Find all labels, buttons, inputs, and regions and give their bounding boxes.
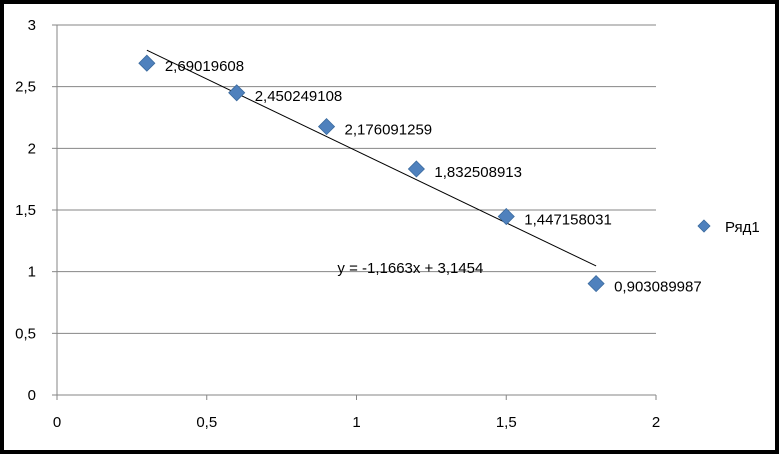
y-tick-label: 1,5 [15, 202, 36, 219]
data-points [138, 54, 605, 293]
x-tick-label: 0 [53, 414, 61, 431]
x-tick-label: 1,5 [496, 414, 517, 431]
gridlines [57, 24, 656, 334]
data-point [587, 275, 605, 293]
chart-area [4, 4, 775, 450]
data-label: 0,903089987 [614, 279, 702, 296]
data-point [317, 118, 336, 136]
x-tick-label: 2 [652, 414, 660, 431]
y-tick-label: 0 [28, 387, 36, 404]
data-label: 2,69019608 [165, 58, 244, 75]
data-point [138, 54, 156, 72]
y-tick-label: 0,5 [15, 325, 36, 342]
legend-entry-label: Ряд1 [725, 219, 760, 236]
x-axis-ticks: 0 0,5 1 1,5 2 [53, 395, 660, 431]
y-tick-label: 1 [28, 264, 36, 281]
data-label: 1,832508913 [434, 164, 522, 181]
data-label: 2,450249108 [255, 88, 343, 105]
legend-marker [697, 219, 711, 233]
trendline [146, 49, 597, 267]
data-point [497, 207, 515, 226]
data-point [228, 84, 246, 102]
data-label: 1,447158031 [524, 212, 612, 229]
x-tick-label: 0,5 [196, 414, 217, 431]
trendline-group: y = -1,1663x + 3,1454 [146, 49, 597, 277]
legend: Ряд1 [697, 219, 760, 236]
y-axis-ticks: 0 0,5 1 1,5 2 2,5 3 [15, 17, 57, 404]
data-label: 2,176091259 [345, 122, 433, 139]
x-tick-label: 1 [352, 414, 360, 431]
data-point [407, 160, 425, 178]
y-tick-label: 2,5 [15, 79, 36, 96]
trendline-equation: y = -1,1663x + 3,1454 [337, 260, 483, 277]
y-tick-label: 3 [28, 17, 36, 34]
y-tick-label: 2 [28, 140, 36, 157]
